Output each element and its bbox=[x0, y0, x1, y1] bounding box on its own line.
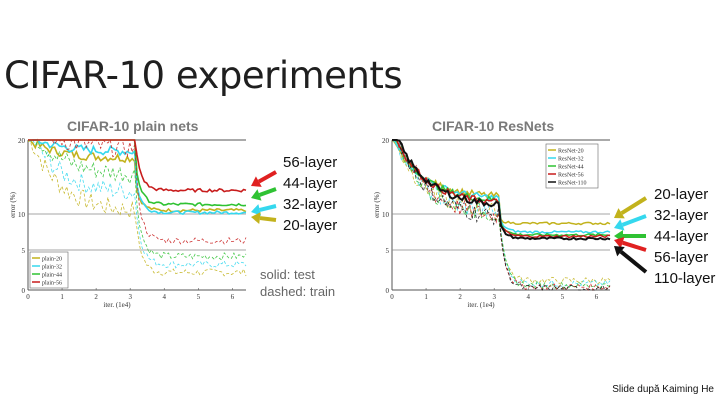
note-solid: solid: test bbox=[260, 267, 315, 282]
resnet-legend-ResNet-110: ResNet-110 bbox=[558, 181, 586, 187]
resnet-ytick-5: 5 bbox=[386, 247, 390, 255]
plain-arrow-56-shaft bbox=[257, 170, 277, 184]
plain-xtick-3: 3 bbox=[128, 293, 132, 301]
plain-ytick-5: 5 bbox=[22, 247, 26, 255]
plain-ytick-20: 20 bbox=[18, 137, 26, 145]
plain-arrow-56-head bbox=[251, 176, 262, 187]
resnet-arrow-20-head bbox=[614, 208, 625, 219]
resnet-chart: 0 5 10 20 0 1 2 3 4 5 6 iter. (1e4) error (%) ResNet-… bbox=[373, 137, 611, 309]
plain-xtick-1: 1 bbox=[60, 293, 64, 301]
resnet-legend-ResNet-56: ResNet-56 bbox=[558, 173, 584, 179]
resnet-train-line-ResNet-20 bbox=[392, 139, 611, 285]
resnet-xlabel: iter. (1e4) bbox=[467, 301, 495, 309]
plain-ylabel: error (%) bbox=[9, 191, 17, 218]
resnet-xtick-5: 5 bbox=[561, 293, 565, 301]
resnet-callout-56: 56-layer bbox=[654, 249, 709, 266]
slide-title: CIFAR-10 experiments bbox=[4, 54, 403, 97]
slide-credit: Slide după Kaiming He bbox=[612, 384, 714, 395]
plain-arrow-32-head bbox=[251, 204, 262, 216]
resnet-train-line-ResNet-56 bbox=[392, 139, 611, 292]
plain-chart: 0 5 10 20 0 1 2 3 4 5 6 iter. (1e4) error (%) plain-2… bbox=[9, 137, 247, 309]
plain-ytick-10: 10 bbox=[18, 211, 26, 219]
resnet-ytick-0: 0 bbox=[386, 287, 390, 295]
resnet-ylabel: error (%) bbox=[373, 191, 381, 218]
plain-xtick-4: 4 bbox=[163, 293, 167, 301]
plain-xtick-2: 2 bbox=[94, 293, 98, 301]
resnet-arrow-32-shaft bbox=[621, 214, 647, 227]
resnet-xtick-0: 0 bbox=[390, 293, 394, 301]
resnet-ytick-20: 20 bbox=[382, 137, 390, 145]
plain-arrow-20-head bbox=[251, 212, 261, 225]
plain-arrow-32-shaft bbox=[259, 204, 277, 212]
resnet-xtick-6: 6 bbox=[595, 293, 599, 301]
plain-train-line-plain-20 bbox=[28, 139, 247, 277]
plain-xtick-0: 0 bbox=[26, 293, 30, 301]
resnet-train-line-ResNet-110 bbox=[392, 139, 611, 291]
plain-test-line-plain-44 bbox=[28, 139, 247, 207]
note-dashed: dashed: train bbox=[260, 284, 336, 299]
resnet-xtick-3: 3 bbox=[492, 293, 496, 301]
resnet-callout-20: 20-layer bbox=[654, 186, 709, 203]
resnet-legend-ResNet-20: ResNet-20 bbox=[558, 149, 584, 155]
resnet-arrow-56-shaft bbox=[621, 240, 647, 252]
resnet-arrow-20-shaft bbox=[620, 196, 648, 215]
resnet-arrow-110-head bbox=[614, 246, 625, 257]
plain-legend-plain-44: plain-44 bbox=[42, 273, 62, 279]
resnet-callout-32: 32-layer bbox=[654, 207, 709, 224]
plain-xlabel: iter. (1e4) bbox=[103, 301, 131, 309]
plain-test-line-plain-20 bbox=[27, 138, 247, 213]
plain-ytick-0: 0 bbox=[22, 287, 26, 295]
plain-nets-title: CIFAR-10 plain nets bbox=[67, 118, 199, 134]
resnet-xtick-2: 2 bbox=[458, 293, 462, 301]
plain-arrow-20-shaft bbox=[259, 216, 277, 222]
plain-legend-plain-56: plain-56 bbox=[42, 281, 62, 287]
plain-callout-56: 56-layer bbox=[283, 154, 338, 171]
plain-arrow-44-shaft bbox=[258, 187, 277, 197]
resnet-arrow-32-head bbox=[614, 219, 625, 231]
plain-legend-plain-32: plain-32 bbox=[42, 265, 62, 271]
resnet-callout-110: 110-layer bbox=[654, 270, 716, 287]
resnet-xtick-4: 4 bbox=[527, 293, 531, 301]
resnet-legend-ResNet-44: ResNet-44 bbox=[558, 165, 584, 171]
resnet-xtick-1: 1 bbox=[424, 293, 428, 301]
resnet-ytick-10: 10 bbox=[382, 211, 390, 219]
plain-test-line-plain-56 bbox=[28, 139, 247, 193]
plain-callout-20: 20-layer bbox=[283, 217, 338, 234]
plain-train-line-plain-32 bbox=[28, 139, 247, 269]
resnet-callout-44: 44-layer bbox=[654, 228, 709, 245]
plain-xtick-6: 6 bbox=[231, 293, 235, 301]
resnet-arrow-56-head bbox=[614, 236, 625, 249]
resnet-test-line-ResNet-110 bbox=[392, 139, 611, 241]
plain-callouts: 56-layer 44-layer 32-layer 20-layer bbox=[283, 152, 337, 236]
plain-callout-44: 44-layer bbox=[283, 175, 338, 192]
resnet-arrow-110-shaft bbox=[619, 250, 648, 274]
resnets-title: CIFAR-10 ResNets bbox=[432, 118, 555, 134]
plain-xtick-5: 5 bbox=[197, 293, 201, 301]
resnet-train-line-ResNet-32 bbox=[391, 139, 611, 288]
plain-arrow-44-head bbox=[251, 189, 262, 201]
resnet-legend-ResNet-32: ResNet-32 bbox=[558, 157, 584, 163]
plain-legend-plain-20: plain-20 bbox=[42, 257, 62, 263]
plain-test-line-plain-32 bbox=[27, 139, 247, 215]
resnet-callouts: 20-layer 32-layer 44-layer 56-layer 110-… bbox=[654, 184, 715, 289]
line-style-note: solid: test dashed: train bbox=[260, 266, 335, 300]
plain-train-line-plain-44 bbox=[28, 139, 247, 261]
plain-callout-32: 32-layer bbox=[283, 196, 338, 213]
